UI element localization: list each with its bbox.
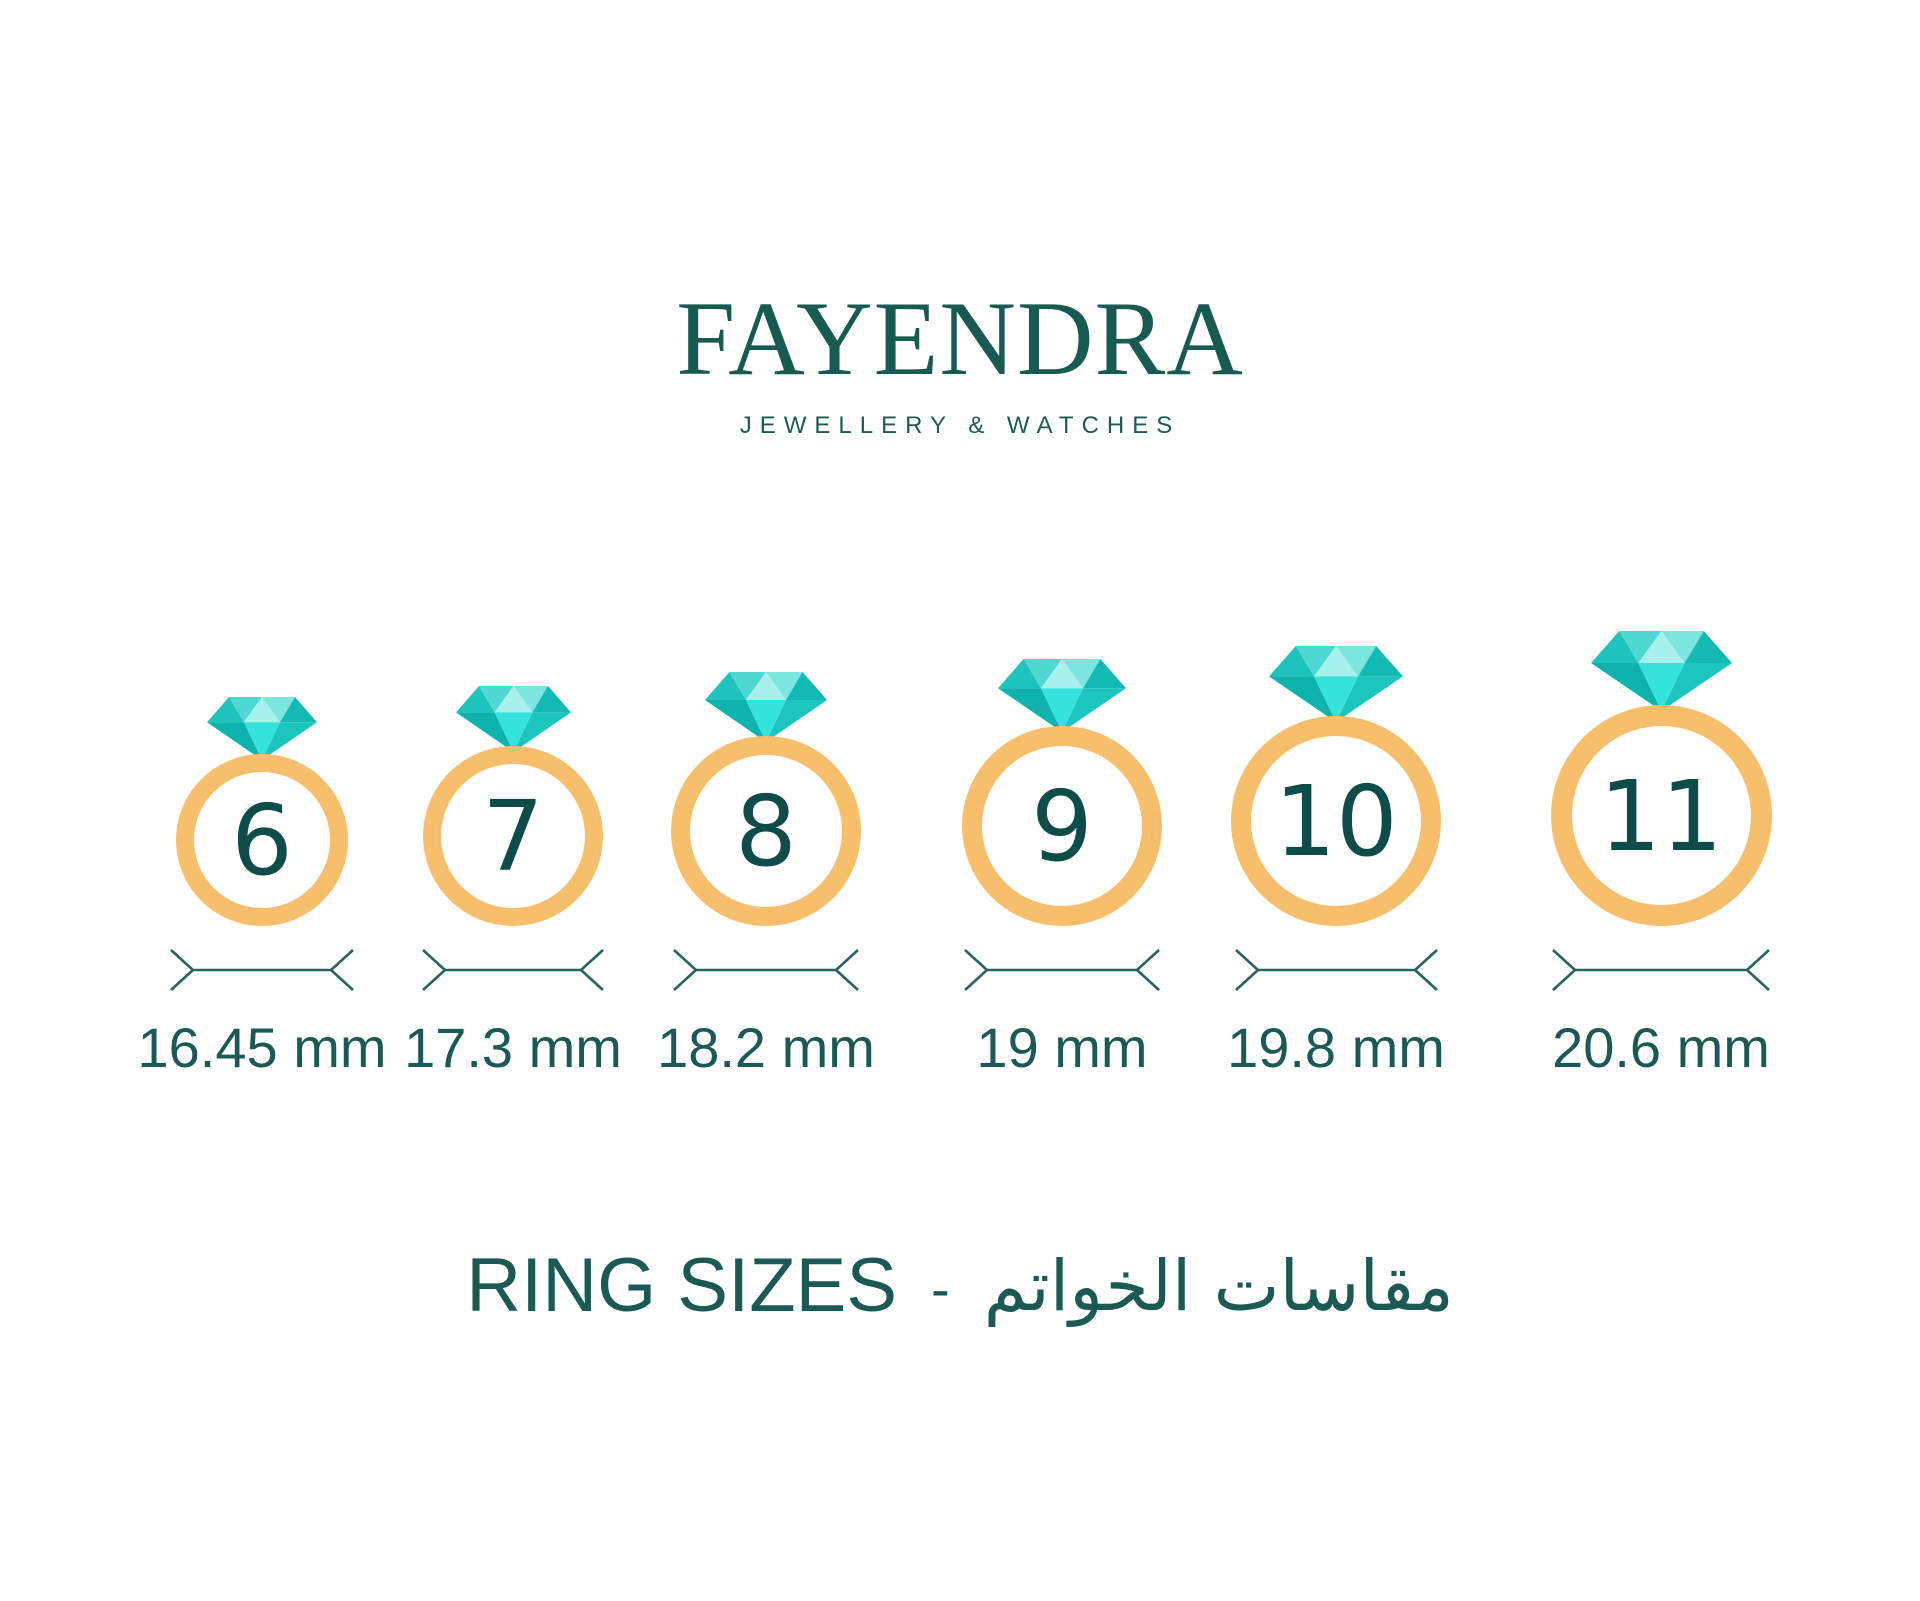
ring-size-number: 9 bbox=[1031, 770, 1093, 883]
ring-diameter-label: 20.6 mm bbox=[1552, 1016, 1770, 1079]
title-separator-dash: - bbox=[931, 1257, 950, 1320]
diamond-icon bbox=[207, 697, 317, 760]
ring-size-number: 6 bbox=[231, 784, 293, 897]
ring-diameter-label: 19.8 mm bbox=[1227, 1016, 1445, 1079]
ring-diameter-label: 19 mm bbox=[976, 1016, 1148, 1079]
width-arrow-icon bbox=[670, 948, 862, 992]
ring-size-number: 11 bbox=[1599, 759, 1723, 873]
ring-diameter-label: 16.45 mm bbox=[137, 1016, 387, 1079]
diamond-icon bbox=[705, 672, 827, 742]
page-title-en: RING SIZES bbox=[466, 1243, 898, 1328]
ring-diameter-label: 18.2 mm bbox=[657, 1016, 875, 1079]
ring-size-number: 8 bbox=[735, 775, 797, 888]
page-title: RING SIZES - مقاسات الخواتم bbox=[0, 1248, 1920, 1324]
ring-diameter-label: 17.3 mm bbox=[404, 1016, 622, 1079]
brand-tagline: JEWELLERY & WATCHES bbox=[739, 412, 1181, 439]
ring-size-number: 7 bbox=[482, 780, 544, 893]
page-title-ar: مقاسات الخواتم bbox=[983, 1245, 1454, 1327]
width-arrow-icon bbox=[961, 948, 1163, 992]
ring-size-number: 10 bbox=[1274, 765, 1398, 878]
width-arrow-icon bbox=[419, 948, 607, 992]
brand-logo: FAYENDRA bbox=[676, 280, 1244, 397]
brand-logo-block: FAYENDRA JEWELLERY & WATCHES bbox=[0, 286, 1920, 438]
width-arrow-icon bbox=[167, 948, 357, 992]
width-arrow-icon bbox=[1232, 948, 1441, 992]
diamond-icon bbox=[1590, 631, 1732, 711]
diamond-icon bbox=[455, 686, 571, 752]
width-arrow-icon bbox=[1549, 948, 1773, 992]
diamond-icon bbox=[998, 659, 1126, 732]
diamond-icon bbox=[1269, 646, 1403, 722]
